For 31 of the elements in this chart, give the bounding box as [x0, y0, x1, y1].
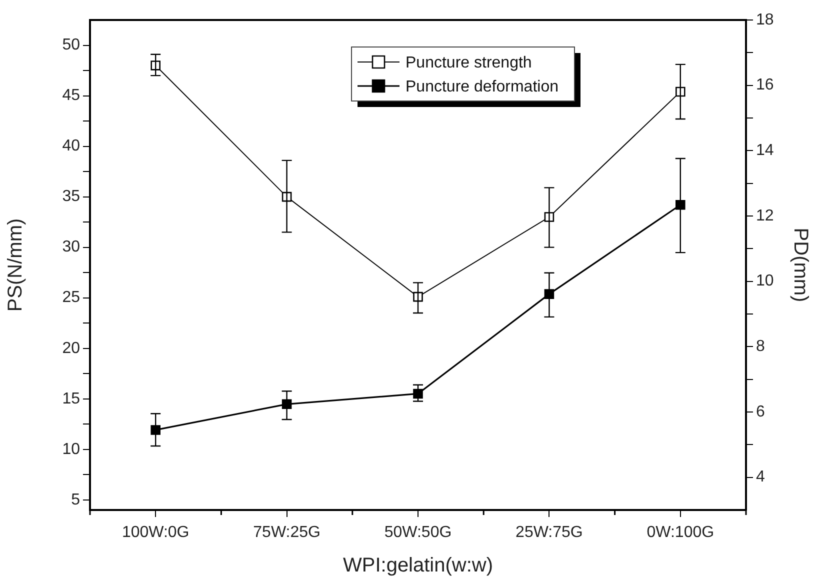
y-tick-label: 20	[62, 340, 80, 357]
y2-tick-label: 14	[756, 142, 774, 160]
y-tick-label: 45	[62, 87, 80, 104]
y-tick-label: 35	[62, 188, 80, 206]
point	[676, 200, 686, 210]
legend-label: Puncture strength	[406, 54, 532, 72]
x-tick-label: 100W:0G	[122, 524, 190, 542]
point	[150, 425, 160, 435]
y-tick-label: 15	[62, 390, 80, 408]
y-tick-label: 10	[62, 440, 80, 458]
x-tick-label: 25W:75G	[516, 524, 583, 542]
y-axis-title: PS(N/mm)	[4, 218, 27, 312]
legend-label: Puncture deformation	[406, 78, 558, 96]
y2-tick-label: 8	[756, 338, 765, 356]
y-tick-label: 5	[71, 491, 80, 508]
y-tick-label: 25	[62, 289, 80, 306]
y2-tick-label: 16	[756, 76, 774, 94]
y2-tick-label: 6	[756, 403, 765, 420]
x-tick-label: 50W:50G	[384, 524, 452, 542]
y2-tick-label: 10	[756, 272, 774, 290]
y-tick-label: 30	[62, 238, 80, 256]
y-tick-label: 50	[62, 36, 80, 54]
y2-axis-title: PD(mm)	[789, 228, 812, 302]
y2-tick-label: 4	[756, 468, 765, 486]
x-tick-label: 0W:100G	[646, 524, 714, 542]
point	[413, 388, 423, 399]
y-tick-label: 40	[62, 138, 80, 155]
y2-tick-label: 12	[756, 207, 774, 224]
x-axis-title: WPI:gelatin(w:w)	[342, 554, 494, 577]
x-tick-label: 75W:25G	[253, 524, 320, 542]
y2-tick-label: 18	[756, 11, 774, 28]
